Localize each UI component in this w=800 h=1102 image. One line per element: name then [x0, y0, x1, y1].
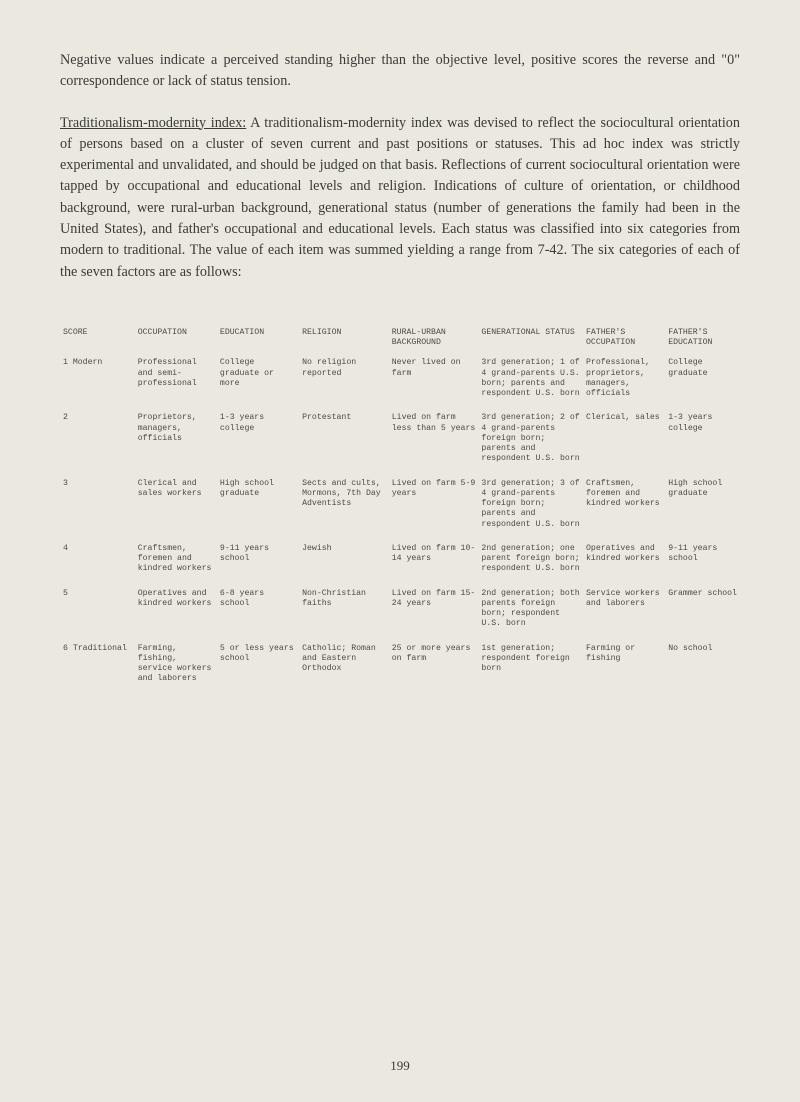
cell-gen: 3rd generation; 2 of 4 grand-parents for… [478, 413, 583, 478]
paragraph-2-body: A traditionalism-modernity index was dev… [60, 115, 740, 280]
header-education: EDUCATION [217, 328, 299, 359]
cell-occupation: Operatives and kindred workers [135, 589, 217, 644]
cell-father-edu: 9-11 years school [665, 544, 740, 589]
cell-rural: Lived on farm less than 5 years [389, 413, 479, 478]
cell-gen: 3rd generation; 3 of 4 grand-parents for… [478, 479, 583, 544]
cell-education: 1-3 years college [217, 413, 299, 478]
cell-score: 1 Modern [60, 358, 135, 413]
table-body: 1 Modern Professional and semi-professio… [60, 358, 740, 698]
cell-occupation: Clerical and sales workers [135, 479, 217, 544]
cell-education: 9-11 years school [217, 544, 299, 589]
cell-father-occ: Clerical, sales [583, 413, 665, 478]
cell-father-edu: College graduate [665, 358, 740, 413]
cell-father-edu: 1-3 years college [665, 413, 740, 478]
header-occupation: OCCUPATION [135, 328, 217, 359]
cell-religion: Jewish [299, 544, 389, 589]
header-religion: RELIGION [299, 328, 389, 359]
cell-father-occ: Professional, proprietors, managers, off… [583, 358, 665, 413]
table-row: 4 Craftsmen, foremen and kindred workers… [60, 544, 740, 589]
cell-occupation: Proprietors, managers, officials [135, 413, 217, 478]
cell-rural: 25 or more years on farm [389, 644, 479, 699]
cell-score: 6 Traditional [60, 644, 135, 699]
table-header-row: SCORE OCCUPATION EDUCATION RELIGION RURA… [60, 328, 740, 359]
header-generational: GENERATIONAL STATUS [478, 328, 583, 359]
table-row: 5 Operatives and kindred workers 6-8 yea… [60, 589, 740, 644]
cell-gen: 3rd generation; 1 of 4 grand-parents U.S… [478, 358, 583, 413]
cell-education: College graduate or more [217, 358, 299, 413]
cell-father-edu: High school graduate [665, 479, 740, 544]
cell-occupation: Professional and semi-professional [135, 358, 217, 413]
cell-religion: Protestant [299, 413, 389, 478]
cell-gen: 1st generation; respondent foreign born [478, 644, 583, 699]
cell-education: 6-8 years school [217, 589, 299, 644]
cell-father-occ: Craftsmen, foremen and kindred workers [583, 479, 665, 544]
cell-rural: Lived on farm 15-24 years [389, 589, 479, 644]
cell-father-occ: Operatives and kindred workers [583, 544, 665, 589]
cell-father-occ: Farming or fishing [583, 644, 665, 699]
cell-rural: Lived on farm 10-14 years [389, 544, 479, 589]
table-row: 3 Clerical and sales workers High school… [60, 479, 740, 544]
page-number: 199 [0, 1058, 800, 1074]
cell-rural: Never lived on farm [389, 358, 479, 413]
header-rural: RURAL-URBAN BACKGROUND [389, 328, 479, 359]
paragraph-2: Traditionalism-modernity index: A tradit… [60, 113, 740, 283]
cell-gen: 2nd generation; one parent foreign born;… [478, 544, 583, 589]
table-row: 1 Modern Professional and semi-professio… [60, 358, 740, 413]
factors-table-wrap: SCORE OCCUPATION EDUCATION RELIGION RURA… [60, 328, 740, 699]
cell-score: 5 [60, 589, 135, 644]
header-father-edu: FATHER'S EDUCATION [665, 328, 740, 359]
cell-father-occ: Service workers and laborers [583, 589, 665, 644]
cell-religion: Sects and cults, Mormons, 7th Day Advent… [299, 479, 389, 544]
cell-religion: Non-Christian faiths [299, 589, 389, 644]
cell-gen: 2nd generation; both parents foreign bor… [478, 589, 583, 644]
cell-rural: Lived on farm 5-9 years [389, 479, 479, 544]
cell-score: 3 [60, 479, 135, 544]
cell-religion: Catholic; Roman and Eastern Orthodox [299, 644, 389, 699]
header-father-occ: FATHER'S OCCUPATION [583, 328, 665, 359]
cell-father-edu: Grammer school [665, 589, 740, 644]
cell-occupation: Farming, fishing, service workers and la… [135, 644, 217, 699]
table-row: 2 Proprietors, managers, officials 1-3 y… [60, 413, 740, 478]
paragraph-1: Negative values indicate a perceived sta… [60, 50, 740, 93]
cell-religion: No religion reported [299, 358, 389, 413]
table-row: 6 Traditional Farming, fishing, service … [60, 644, 740, 699]
cell-occupation: Craftsmen, foremen and kindred workers [135, 544, 217, 589]
index-heading: Traditionalism-modernity index: [60, 115, 246, 131]
cell-score: 4 [60, 544, 135, 589]
cell-father-edu: No school [665, 644, 740, 699]
cell-score: 2 [60, 413, 135, 478]
cell-education: High school graduate [217, 479, 299, 544]
header-score: SCORE [60, 328, 135, 359]
factors-table: SCORE OCCUPATION EDUCATION RELIGION RURA… [60, 328, 740, 699]
cell-education: 5 or less years school [217, 644, 299, 699]
